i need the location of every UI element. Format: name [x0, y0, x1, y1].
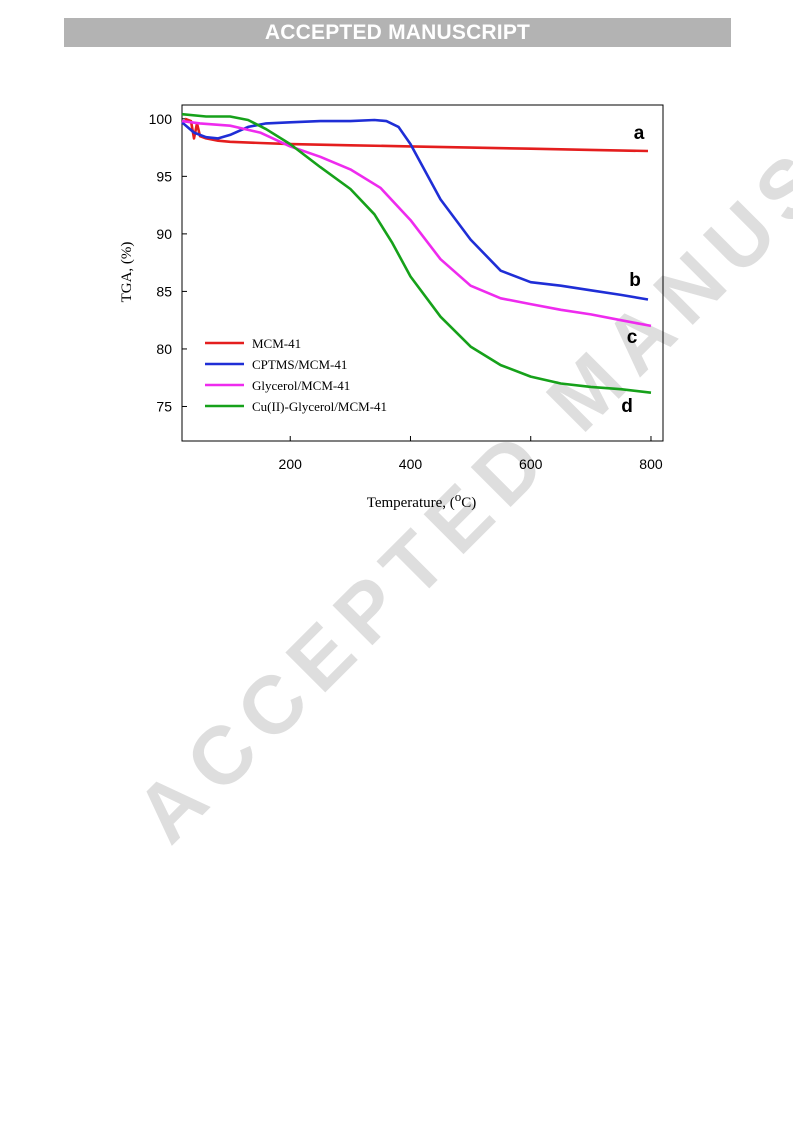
- curve-label-b: b: [629, 270, 641, 291]
- y-tick-label: 85: [156, 283, 172, 299]
- y-tick-label: 90: [156, 226, 172, 242]
- legend-label: Glycerol/MCM-41: [252, 378, 350, 393]
- y-tick-label: 80: [156, 341, 172, 357]
- y-tick-label: 95: [156, 168, 172, 184]
- x-tick-label: 800: [639, 456, 663, 472]
- curve-label-c: c: [627, 327, 638, 348]
- legend-label: MCM-41: [252, 336, 301, 351]
- y-axis-label: TGA, (%): [119, 242, 135, 303]
- x-tick-label: 200: [279, 456, 303, 472]
- series-line-4: [181, 112, 652, 394]
- x-axis-label: Temperature, (oC): [367, 489, 477, 511]
- plot-frame: [181, 104, 664, 442]
- legend-label: CPTMS/MCM-41: [252, 357, 347, 372]
- series-line-3: [181, 119, 652, 328]
- series-line-2: [181, 118, 649, 301]
- x-tick-label: 600: [519, 456, 543, 472]
- y-tick-label: 75: [156, 398, 172, 414]
- series-line-1: [184, 117, 649, 153]
- legend-label: Cu(II)-Glycerol/MCM-41: [252, 399, 387, 414]
- curve-label-d: d: [621, 396, 633, 417]
- x-tick-label: 400: [399, 456, 423, 472]
- accepted-manuscript-banner: ACCEPTED MANUSCRIPT: [64, 18, 731, 47]
- y-tick-label: 100: [149, 111, 173, 127]
- curve-label-a: a: [634, 123, 645, 144]
